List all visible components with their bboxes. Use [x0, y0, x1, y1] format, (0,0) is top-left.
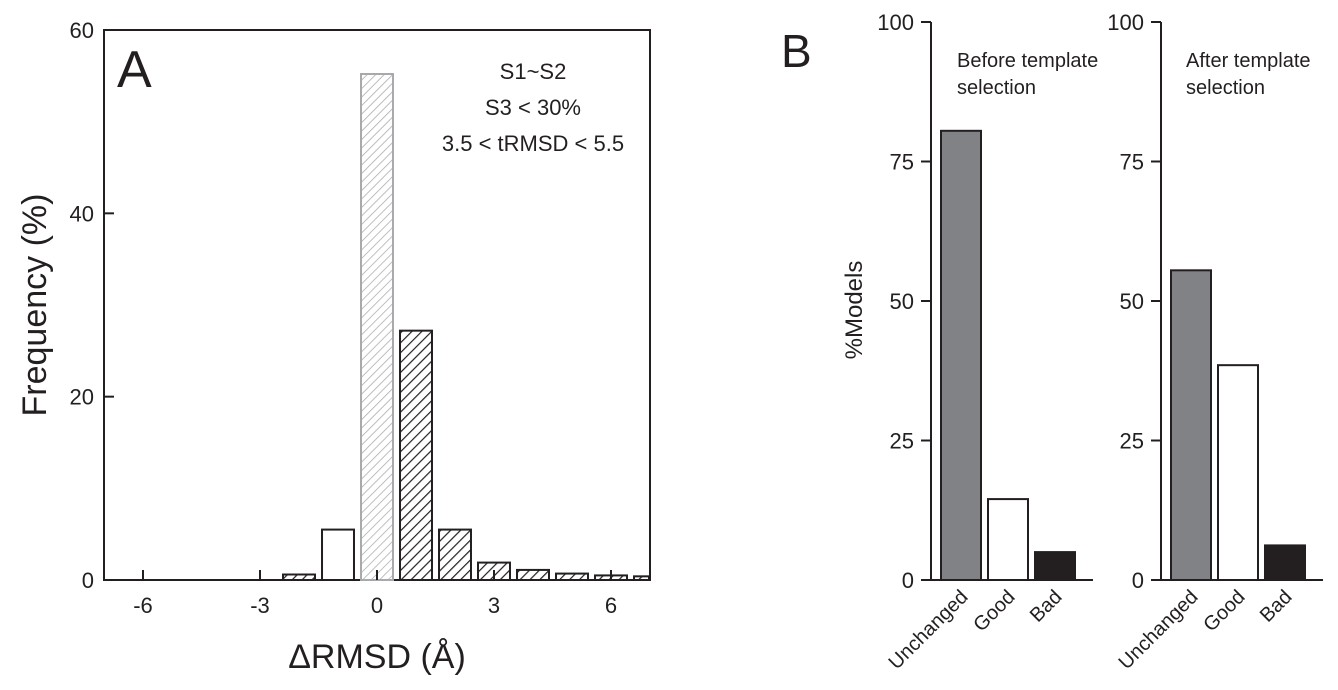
panel-b-after-title-line-2: selection [1186, 77, 1265, 99]
before-category-label-good: Good [969, 586, 1019, 636]
panel-a-x-ticks: -6 -3 0 3 6 [133, 570, 617, 618]
panel-a-letter: A [117, 41, 152, 99]
panel-a-annotation-line-1: S1~S2 [500, 59, 567, 84]
panel-b: B %Models Before template selection 0 25 5… [781, 10, 1323, 674]
y-tick-label-60: 60 [70, 18, 94, 43]
x-tick-label-6: -6 [133, 593, 153, 618]
histogram-bar-4 [516, 568, 550, 582]
panel-a-y-axis-label: Frequency (%) [16, 194, 54, 417]
after-category-label-bad: Bad [1256, 586, 1297, 627]
histogram-bar-7 [633, 575, 651, 581]
after-bar-good [1217, 364, 1259, 582]
before-bar-good [987, 498, 1029, 581]
panel-b-before-y-ticks: 0 25 50 75 100 [877, 10, 931, 593]
y-tick-label-0: 0 [82, 568, 94, 593]
panel-a-y-ticks: 0 20 40 60 [70, 18, 114, 593]
after-bar-unchanged [1170, 269, 1212, 581]
panel-b-after-bars [1170, 269, 1306, 582]
x-tick-label-3: 3 [488, 593, 500, 618]
after-y-tick-label-25: 25 [1120, 429, 1144, 454]
panel-a-annotation-line-2: S3 < 30% [485, 95, 581, 120]
y-tick-label-20: 20 [70, 385, 94, 410]
x-tick-label-3: -3 [250, 593, 270, 618]
x-tick-label-6: 6 [605, 593, 617, 618]
panel-a-x-axis-label: ΔRMSD (Å) [288, 638, 466, 676]
before-category-label-unchanged: Unchanged [885, 586, 973, 674]
before-bar-unchanged [940, 129, 982, 581]
after-category-label-unchanged: Unchanged [1115, 586, 1203, 674]
histogram-bar-1 [399, 329, 433, 581]
after-bar-bad [1264, 544, 1306, 581]
histogram-bar-2 [282, 573, 316, 581]
histogram-bar-2 [438, 528, 472, 581]
panel-b-after-y-ticks: 0 25 50 75 100 [1107, 10, 1161, 593]
panel-b-before-title-line-2: selection [957, 77, 1036, 99]
after-y-tick-label-50: 50 [1120, 289, 1144, 314]
histogram-bar-1 [321, 528, 355, 581]
after-y-tick-label-0: 0 [1132, 568, 1144, 593]
before-y-tick-label-75: 75 [890, 150, 914, 175]
panel-b-y-axis-label: %Models [841, 261, 868, 360]
panel-b-after-title-line-1: After template [1186, 50, 1311, 72]
after-y-tick-label-75: 75 [1120, 150, 1144, 175]
x-tick-label-0: 0 [371, 593, 383, 618]
histogram-bar-5 [555, 572, 589, 581]
after-category-label-good: Good [1199, 586, 1249, 636]
y-tick-label-40: 40 [70, 201, 94, 226]
panel-b-before-chart: Before template selection 0 25 50 75 100 Unc… [877, 10, 1098, 674]
panel-a-annotation-line-3: 3.5 < tRMSD < 5.5 [442, 131, 624, 156]
after-y-tick-label-100: 100 [1107, 10, 1144, 35]
panel-b-before-title-line-1: Before template [957, 50, 1098, 72]
before-y-tick-label-25: 25 [890, 429, 914, 454]
before-y-tick-label-50: 50 [890, 289, 914, 314]
panel-a: A -6 -3 0 3 6 0 20 40 60 S1~S2 S3 < 30% 3.5 < t… [16, 18, 651, 676]
histogram-bar-0 [360, 73, 394, 581]
panel-a-bars [282, 73, 651, 582]
before-y-tick-label-0: 0 [902, 568, 914, 593]
panel-b-after-chart: After template selection 0 25 50 75 100 Unch… [1107, 10, 1323, 674]
before-y-tick-label-100: 100 [877, 10, 914, 35]
before-bar-bad [1034, 551, 1076, 581]
panel-b-letter: B [781, 25, 812, 77]
before-category-label-bad: Bad [1026, 586, 1067, 627]
panel-b-before-bars [940, 129, 1076, 581]
